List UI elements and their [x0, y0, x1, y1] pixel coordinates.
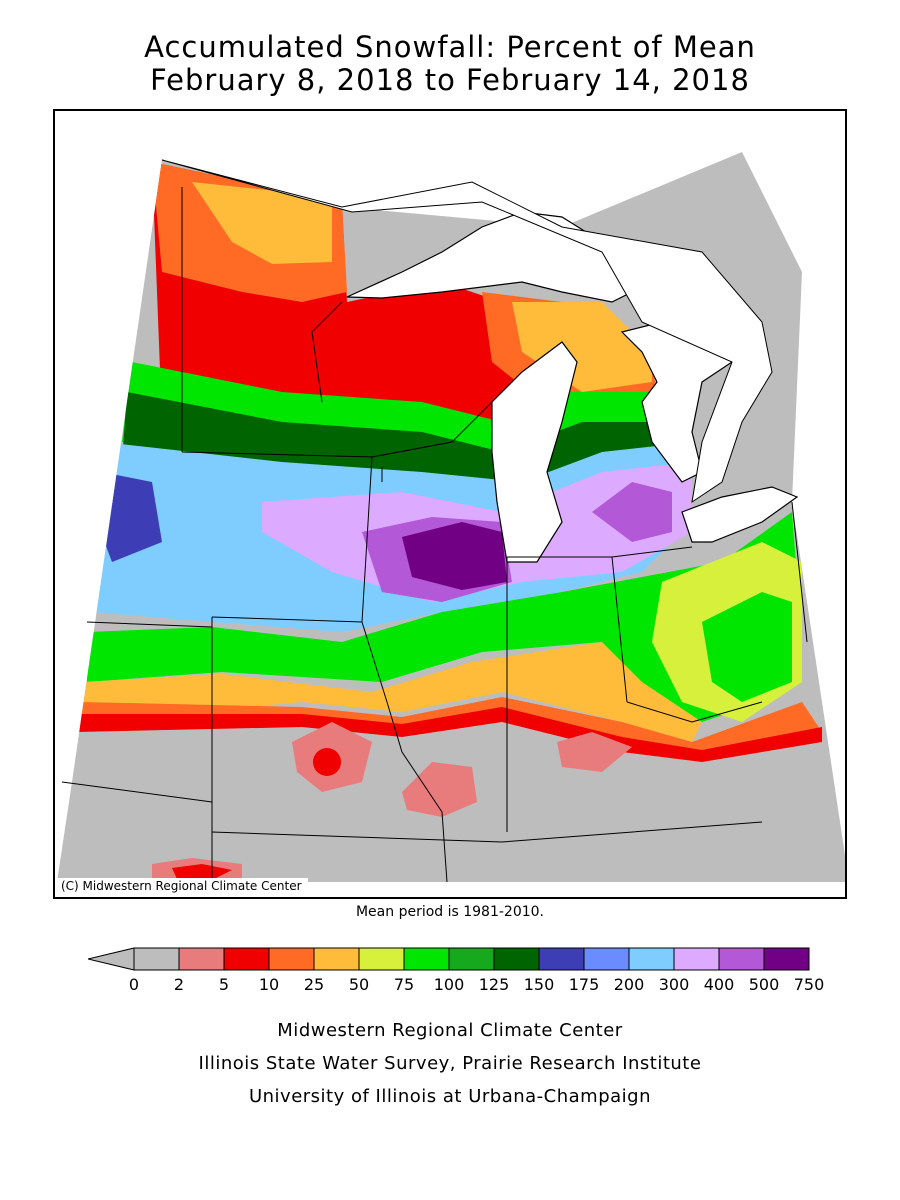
legend-swatch	[583, 947, 630, 971]
legend-label: 500	[749, 975, 780, 994]
lake-erie	[681, 486, 799, 543]
spot-salmon-2	[402, 762, 477, 817]
legend-label: 400	[704, 975, 735, 994]
legend-label: 0	[129, 975, 139, 994]
band-green-east	[702, 592, 792, 702]
legend-swatch	[268, 947, 315, 971]
footer-line-3: University of Illinois at Urbana-Champai…	[248, 1086, 652, 1107]
band-orange-south	[80, 697, 822, 752]
band-yellow-north	[192, 182, 332, 264]
legend-label: 200	[614, 975, 645, 994]
legend-label: 75	[394, 975, 414, 994]
legend-swatch	[763, 947, 810, 971]
legend-label: 25	[304, 975, 324, 994]
legend-swatch	[673, 947, 720, 971]
legend-label: 150	[524, 975, 555, 994]
legend-swatch	[178, 947, 225, 971]
color-legend: 0 2 5 10 25 50 75 100 125 150 175 200 300 400 500 750	[87, 945, 848, 1009]
legend-label: 2	[174, 975, 184, 994]
map-title-line-2: February 8, 2018 to February 14, 2018	[150, 63, 750, 97]
mean-period-note: Mean period is 1981-2010.	[355, 904, 545, 920]
legend-label: 10	[259, 975, 279, 994]
legend-swatch	[718, 947, 765, 971]
map-credit: (C) Midwestern Regional Climate Center	[57, 878, 308, 895]
legend-label: 750	[794, 975, 825, 994]
legend-arrow	[87, 947, 135, 971]
band-darkpurple	[402, 522, 507, 590]
spot-red-4	[172, 864, 232, 880]
band-yellow-up	[512, 302, 652, 392]
legend-swatch	[223, 947, 270, 971]
legend-swatch	[313, 947, 360, 971]
snowfall-map: (C) Midwestern Regional Climate Center	[53, 109, 847, 899]
band-purple-east	[592, 482, 672, 542]
band-green-south	[87, 512, 802, 722]
legend-swatch	[133, 947, 180, 971]
legend-swatch	[403, 947, 450, 971]
legend-swatch	[628, 947, 675, 971]
legend-swatch	[358, 947, 405, 971]
legend-swatch	[493, 947, 540, 971]
canada-land	[161, 159, 773, 504]
footer-line-2: Illinois State Water Survey, Prairie Res…	[198, 1053, 702, 1074]
map-title-line-1: Accumulated Snowfall: Percent of Mean	[144, 30, 756, 64]
lake-michigan	[491, 341, 578, 563]
band-yellow-south	[82, 642, 702, 742]
state-borders	[61, 187, 808, 883]
legend-label: 300	[659, 975, 690, 994]
footer-line-1: Midwestern Regional Climate Center	[277, 1020, 623, 1041]
band-red-south	[77, 707, 822, 762]
legend-label: 5	[219, 975, 229, 994]
spot-red-1	[313, 748, 341, 776]
legend-label: 100	[434, 975, 465, 994]
legend-label: 175	[569, 975, 600, 994]
legend-label: 50	[349, 975, 369, 994]
legend-swatch	[448, 947, 495, 971]
spot-salmon-3	[557, 732, 632, 772]
legend-label: 125	[479, 975, 510, 994]
legend-swatch	[538, 947, 585, 971]
